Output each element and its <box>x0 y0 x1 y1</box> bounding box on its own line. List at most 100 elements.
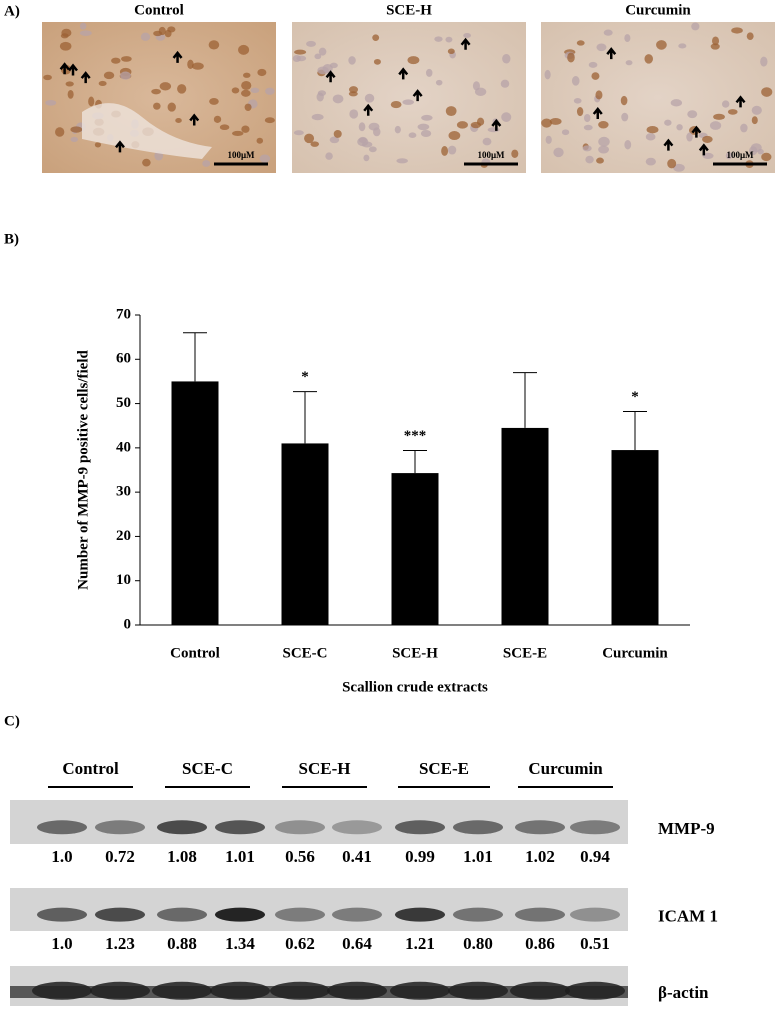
cell <box>121 56 132 62</box>
x-tick-label: Curcumin <box>602 645 668 661</box>
group-label: Control <box>62 759 119 778</box>
significance-mark: * <box>631 389 639 405</box>
cell <box>241 89 251 97</box>
error-bar <box>623 411 647 451</box>
cell <box>667 158 677 169</box>
cell <box>88 96 95 107</box>
cell <box>310 141 320 147</box>
x-tick-label: Control <box>170 645 220 661</box>
cell <box>603 29 613 36</box>
arrow <box>172 50 183 63</box>
cell <box>447 145 457 155</box>
image-title: Curcumin <box>625 2 691 18</box>
cell <box>727 109 738 115</box>
cell <box>709 121 722 130</box>
cell <box>598 121 609 129</box>
cell <box>691 22 700 31</box>
bar <box>281 443 329 625</box>
y-tick-label: 0 <box>124 616 132 632</box>
band <box>215 907 265 922</box>
cell <box>571 76 580 86</box>
cell <box>541 118 553 128</box>
band-ratio: 0.62 <box>285 934 315 953</box>
arrow <box>189 113 200 126</box>
cell <box>317 90 327 96</box>
band-ratio: 1.02 <box>525 847 555 866</box>
cell <box>70 126 83 133</box>
cell <box>751 105 762 115</box>
band <box>95 907 145 922</box>
cell <box>585 155 594 164</box>
cell <box>407 56 420 65</box>
cell <box>760 56 768 67</box>
band <box>570 907 620 922</box>
scale-bar-label: 100μM <box>227 150 255 160</box>
cell <box>241 80 252 90</box>
band <box>332 820 382 835</box>
cell <box>70 136 79 142</box>
y-tick-label: 40 <box>116 439 131 455</box>
cell <box>645 133 656 141</box>
bar <box>171 381 219 625</box>
cell <box>243 72 251 78</box>
cell <box>304 133 315 144</box>
cell <box>645 157 656 166</box>
cell <box>740 123 748 133</box>
cell <box>55 127 65 137</box>
x-axis-label: Scallion crude extracts <box>342 679 488 695</box>
cell <box>372 34 380 42</box>
cell <box>158 26 166 36</box>
band-ratio: 0.88 <box>167 934 197 953</box>
cell <box>445 106 457 117</box>
arrow <box>68 63 78 76</box>
cell <box>219 124 230 131</box>
cell <box>502 53 511 64</box>
cell <box>500 79 510 88</box>
arrow <box>398 67 409 80</box>
cell <box>394 125 401 134</box>
row-label: ICAM 1 <box>658 906 718 925</box>
cell <box>349 109 359 119</box>
cell <box>202 160 211 167</box>
cell <box>209 97 219 105</box>
band-ratio: 0.72 <box>105 847 135 866</box>
cell <box>549 118 562 125</box>
cell <box>686 132 693 142</box>
arrow <box>325 70 336 83</box>
group-label: Curcumin <box>528 759 603 778</box>
band-ratio: 1.34 <box>225 934 255 953</box>
band-ratio: 1.0 <box>51 847 72 866</box>
scale-bar-label: 100μM <box>726 150 754 160</box>
significance-mark: *** <box>404 428 427 444</box>
scale-bar-label: 100μM <box>477 150 505 160</box>
band <box>275 907 325 922</box>
cell <box>553 147 564 158</box>
cell <box>567 52 575 63</box>
cell <box>311 113 324 121</box>
cell <box>153 102 161 110</box>
cell <box>456 121 469 129</box>
y-tick-label: 70 <box>116 306 131 322</box>
cell <box>761 152 772 162</box>
micrograph <box>292 22 526 173</box>
cell <box>390 101 402 109</box>
cell <box>544 69 551 80</box>
cell <box>363 154 370 162</box>
cell <box>60 33 69 39</box>
cell <box>487 127 500 133</box>
cell <box>670 99 683 107</box>
cell <box>408 132 417 139</box>
cell <box>644 54 654 64</box>
cell <box>445 36 453 43</box>
arrow <box>691 125 702 138</box>
cell <box>421 114 433 121</box>
cell <box>79 22 87 30</box>
cell <box>292 55 301 63</box>
cell <box>364 93 375 103</box>
cell <box>576 40 585 46</box>
group-label: SCE-H <box>299 759 351 778</box>
cell <box>357 137 369 147</box>
cell <box>293 130 304 136</box>
cell <box>318 47 327 56</box>
arrow <box>59 62 70 75</box>
